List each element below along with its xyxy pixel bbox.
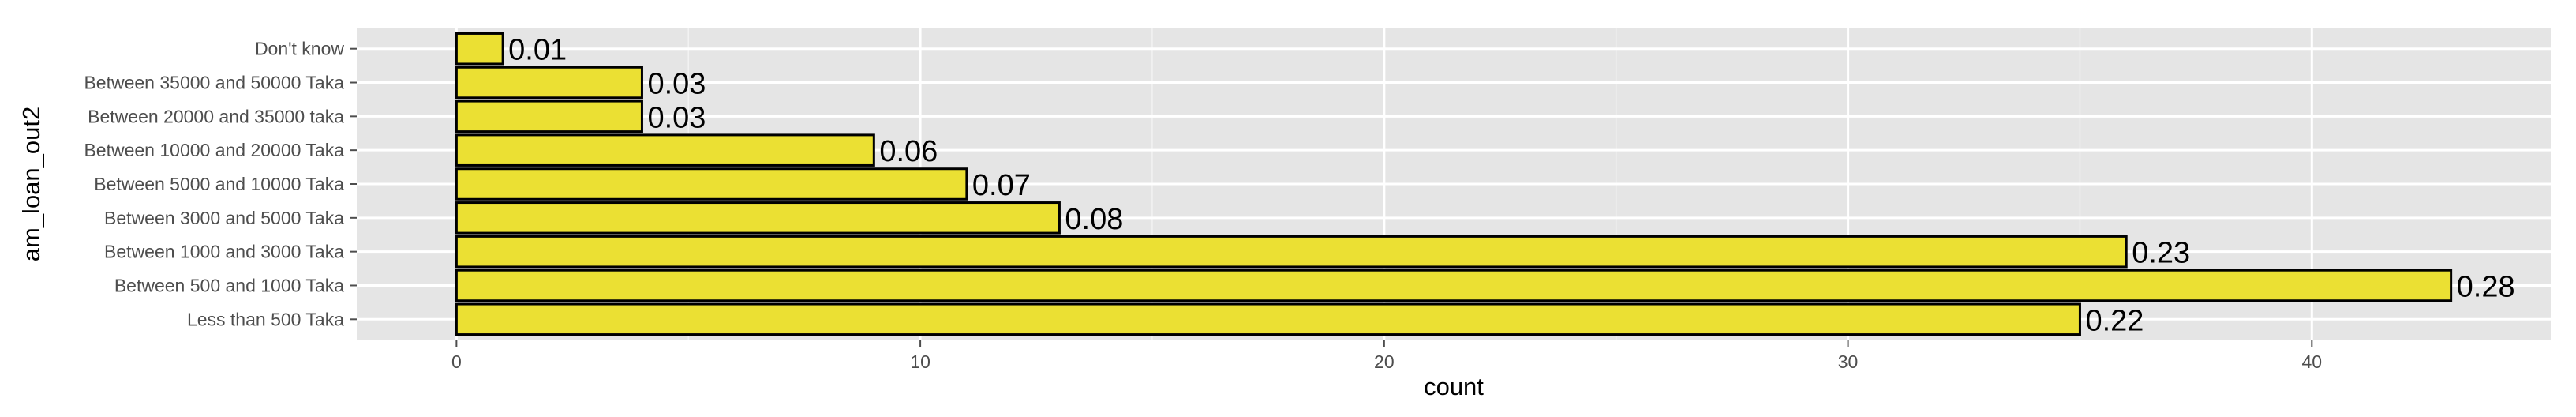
- bar: [455, 100, 643, 133]
- x-tick-label: 20: [1374, 351, 1395, 372]
- bar-value-label: 0.01: [508, 34, 567, 67]
- y-tick-label: Between 5000 and 10000 Taka: [94, 174, 344, 194]
- bar: [455, 167, 968, 201]
- x-tick-label: 0: [451, 351, 462, 372]
- bar-value-label: 0.28: [2457, 270, 2515, 303]
- x-tick-label: 30: [1838, 351, 1859, 372]
- x-tick-label: 10: [910, 351, 930, 372]
- y-tick-label: Between 20000 and 35000 taka: [88, 106, 344, 126]
- bar-value-label: 0.06: [879, 135, 938, 168]
- bar: [455, 201, 1061, 235]
- bar: [455, 269, 2453, 302]
- bar-value-label: 0.03: [647, 68, 706, 101]
- x-axis-title: count: [1424, 373, 1484, 400]
- bar-value-label: 0.23: [2132, 237, 2190, 270]
- x-axis: 0 10 20 30 40: [451, 340, 2322, 372]
- bar: [455, 133, 875, 167]
- y-tick-label: Don't know: [255, 39, 344, 59]
- bar: [455, 235, 2128, 269]
- y-tick-label: Between 35000 and 50000 Taka: [84, 73, 344, 93]
- y-tick-label: Between 10000 and 20000 Taka: [84, 140, 344, 160]
- bar: [455, 32, 504, 66]
- bar-value-labels: 0.22 0.28 0.23 0.08 0.07 0.06 0.030.03 0.01: [508, 34, 2514, 338]
- y-tick-label: Between 1000 and 3000 Taka: [104, 242, 344, 262]
- bar-value-label: 0.03: [647, 101, 706, 134]
- y-axis-title: am_loan_out2: [17, 107, 45, 262]
- bar-value-label: 0.07: [972, 169, 1031, 202]
- bars: [455, 32, 2453, 336]
- bar: [455, 302, 2081, 336]
- y-tick-label: Between 3000 and 5000 Taka: [104, 208, 344, 228]
- bar: [455, 66, 643, 100]
- y-axis: Less than 500 Taka Between 500 and 1000 T…: [84, 39, 357, 329]
- bar-value-label: 0.22: [2085, 304, 2144, 337]
- y-tick-label: Between 500 and 1000 Taka: [114, 275, 344, 295]
- bar-value-label: 0.08: [1065, 203, 1123, 236]
- x-tick-label: 40: [2302, 351, 2323, 372]
- y-tick-label: Less than 500 Taka: [187, 309, 344, 329]
